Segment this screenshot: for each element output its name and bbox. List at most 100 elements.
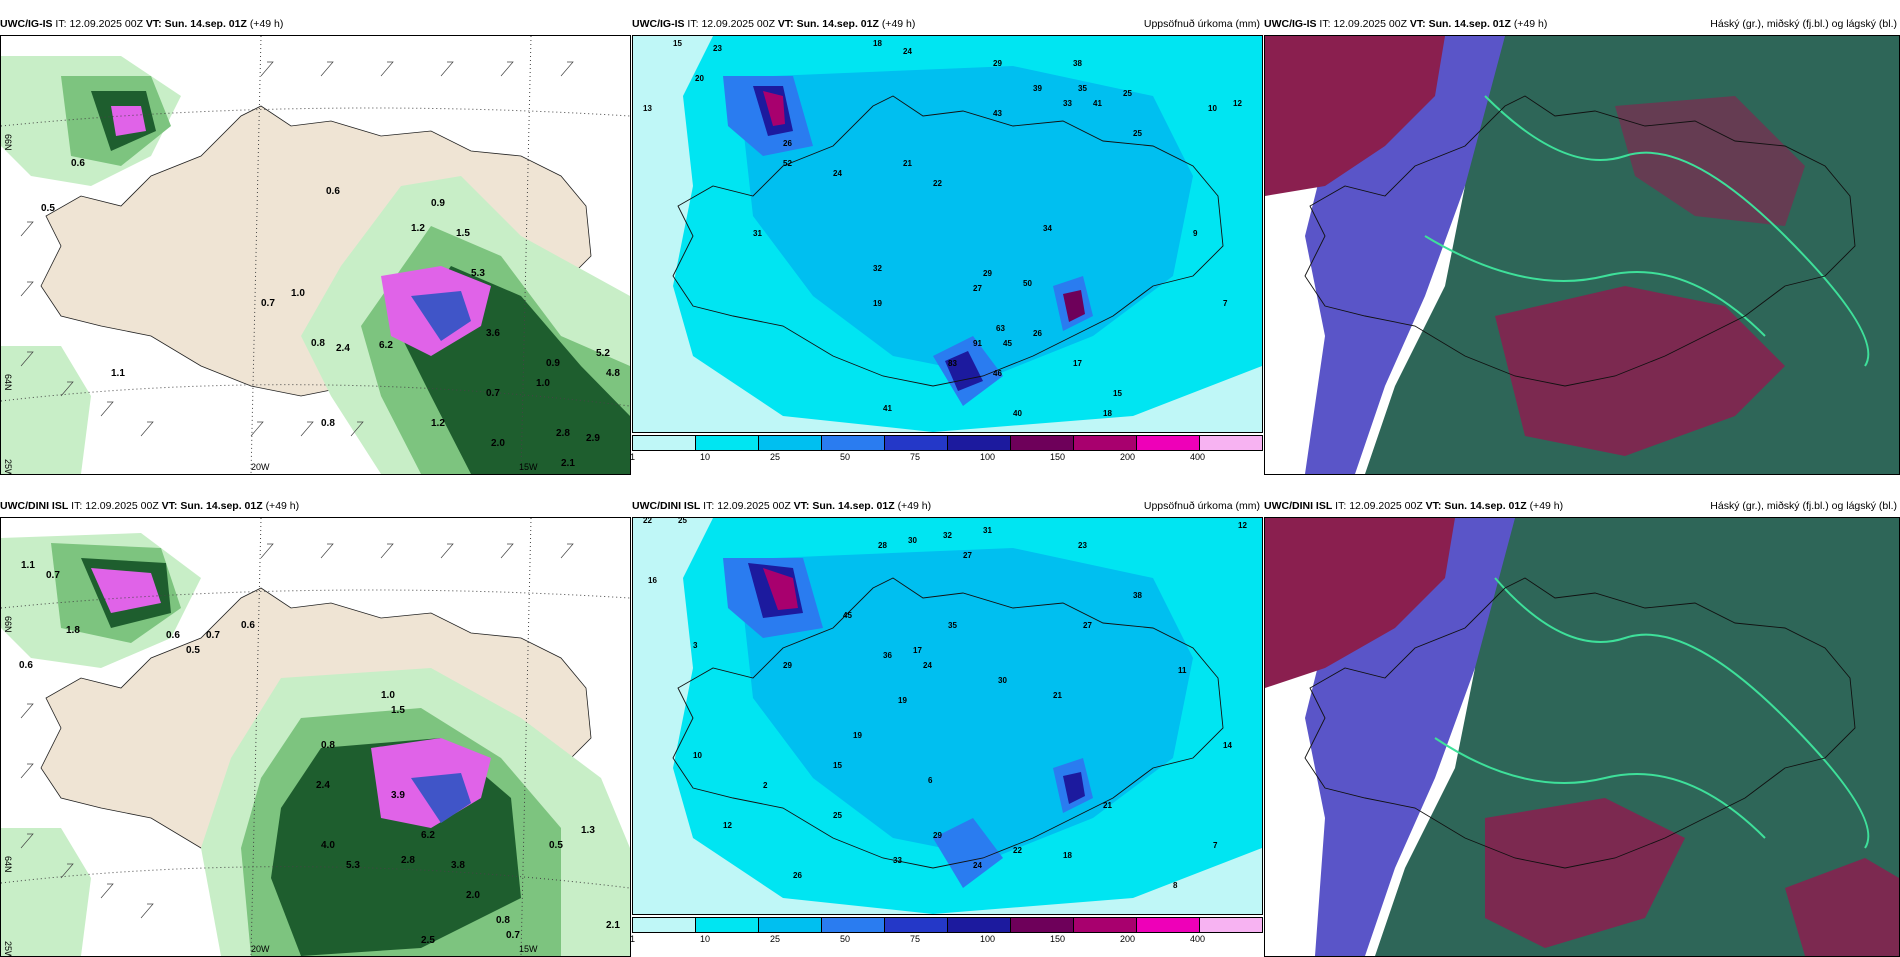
colorbar-box: [696, 918, 759, 932]
it-label: IT:: [71, 500, 83, 512]
cloud-contour: [1424, 235, 1766, 337]
colorbar-tick: 10: [700, 934, 711, 944]
precip-value: 0.6: [71, 158, 85, 169]
accum-value: 24: [903, 47, 912, 56]
colorbar-box: [1011, 918, 1074, 932]
precip-map[interactable]: 66N 64N 25W 20W 15W 0.6 0.5 0.7 1.0 0.8 …: [0, 35, 631, 475]
precip-value: 0.6: [19, 660, 33, 671]
precip-value: 0.5: [41, 203, 55, 214]
precip-value: 0.7: [46, 570, 60, 581]
precip-value: 5.3: [471, 268, 485, 279]
wind-barbs: [20, 61, 574, 437]
colorbar-tick: 150: [1050, 934, 1066, 944]
cloud-map[interactable]: [1264, 35, 1900, 475]
cloud-high-area: [1785, 858, 1899, 956]
precip-map[interactable]: 66N 64N 25W 20W 15W 1.8 0.6 1.1 0.7 0.6 …: [0, 517, 631, 957]
accum-value: 3: [693, 641, 698, 650]
accum-value: 27: [963, 551, 972, 560]
colorbar-tick: 75: [910, 934, 921, 944]
precip-value: 2.8: [401, 855, 415, 866]
model-name: UWC/IG-IS: [1264, 18, 1317, 30]
accum-panel-top: UWC/IG-IS IT: 12.09.2025 00Z VT: Sun. 14…: [630, 13, 1263, 465]
colorbar-box: [696, 436, 759, 450]
cloud-panel-bottom: UWC/DINI ISL IT: 12.09.2025 00Z VT: Sun.…: [1264, 495, 1900, 957]
precip-value: 1.0: [381, 690, 395, 701]
it-value: 12.09.2025 00Z: [701, 18, 775, 30]
accum-value: 10: [1208, 104, 1217, 113]
lon-20-label: 20W: [251, 944, 270, 954]
cloud-contour: [1494, 577, 1870, 849]
accum-value: 7: [1223, 299, 1228, 308]
accum-value: 30: [998, 676, 1007, 685]
vt-label: VT:: [793, 500, 810, 512]
precip-value: 2.4: [316, 780, 330, 791]
model-name: UWC/IG-IS: [0, 18, 53, 30]
accum-value: 33: [893, 856, 902, 865]
precip-value: 2.1: [606, 920, 620, 931]
accum-value: 12: [1233, 99, 1242, 108]
accum-value: 38: [1133, 591, 1142, 600]
panel-header: UWC/IG-IS IT: 12.09.2025 00Z VT: Sun. 14…: [632, 13, 1263, 35]
accum-map[interactable]: 15 23 13 20 18 24 29 38 35 25 10 12 26 3…: [632, 35, 1263, 433]
accum-value: 15: [673, 39, 682, 48]
colorbar-tick: 150: [1050, 452, 1066, 462]
accum-value: 27: [973, 284, 982, 293]
accum-value: 39: [1033, 84, 1042, 93]
colorbar-tick: 1: [630, 452, 636, 462]
accum-dark-south: [945, 351, 983, 391]
accum-value: 22: [643, 518, 652, 525]
colorbar-box: [948, 436, 1011, 450]
colorbar-tick: 75: [910, 452, 921, 462]
accum-value: 15: [1113, 389, 1122, 398]
precip-value: 3.8: [451, 860, 465, 871]
accum-value: 16: [648, 576, 657, 585]
precip-value: 0.5: [186, 645, 200, 656]
lon-15-label: 15W: [519, 462, 538, 472]
precip-value: 1.5: [456, 228, 470, 239]
colorbar-box: [822, 436, 885, 450]
iceland-outline: [1304, 577, 1856, 869]
accum-blue-south: [933, 818, 1003, 888]
lat-64-label: 64N: [3, 856, 13, 873]
colorbar-tick: 50: [840, 452, 851, 462]
accum-value: 34: [1043, 224, 1052, 233]
precip-value: 1.1: [111, 368, 125, 379]
it-label: IT:: [1335, 500, 1347, 512]
precip-value: 2.9: [586, 433, 600, 444]
it-label: IT:: [687, 18, 699, 30]
precip-value: 0.6: [241, 620, 255, 631]
vt-value: Sun. 14.sep. 01Z: [1444, 500, 1527, 512]
accum-value: 26: [1033, 329, 1042, 338]
precip-value: 0.7: [486, 388, 500, 399]
accum-dark-east: [1063, 290, 1085, 322]
accum-high-nw: [763, 91, 785, 126]
precip-value: 6.2: [421, 830, 435, 841]
accum-value: 25: [1123, 89, 1132, 98]
precip-value: 0.7: [206, 630, 220, 641]
panel-header: UWC/IG-IS IT: 12.09.2025 00Z VT: Sun. 14…: [0, 13, 631, 35]
cloud-map[interactable]: [1264, 517, 1900, 957]
precip-blue-center: [411, 773, 471, 823]
accum-value: 40: [1013, 409, 1022, 418]
precip-value: 1.2: [431, 418, 445, 429]
lead-time: (+49 h): [265, 500, 300, 512]
accum-value: 23: [713, 44, 722, 53]
lead-time: (+49 h): [1513, 18, 1548, 30]
it-label: IT:: [703, 500, 715, 512]
accum-value: 12: [723, 821, 732, 830]
accum-title: Uppsöfnuð úrkoma (mm): [1143, 18, 1260, 30]
accum-map[interactable]: 22 25 16 28 30 32 31 23 12 27 35 36 45 1…: [632, 517, 1263, 915]
colorbar-tick: 50: [840, 934, 851, 944]
colorbar-box: [759, 436, 822, 450]
model-name: UWC/DINI ISL: [1264, 500, 1333, 512]
colorbar-box: [1200, 918, 1262, 932]
vt-value: Sun. 14.sep. 01Z: [180, 500, 263, 512]
cloud-high-area: [1615, 96, 1805, 226]
accum-value: 20: [695, 74, 704, 83]
colorbar-box: [1074, 436, 1137, 450]
accum-colorbar: 1 10 25 50 75 100 150 200 400: [630, 435, 1263, 463]
colorbar-box: [948, 918, 1011, 932]
accum-value: 28: [878, 541, 887, 550]
accum-value: 29: [933, 831, 942, 840]
vt-value: Sun. 14.sep. 01Z: [1428, 18, 1511, 30]
